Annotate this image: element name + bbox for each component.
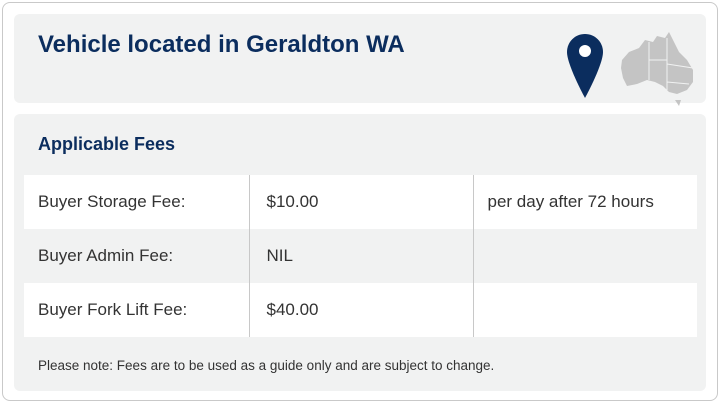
table-row: Buyer Fork Lift Fee: $40.00: [24, 283, 697, 337]
fee-label: Buyer Storage Fee:: [24, 175, 250, 229]
applicable-fees-card: Applicable Fees Buyer Storage Fee: $10.0…: [14, 114, 706, 391]
table-row: Buyer Admin Fee: NIL: [24, 229, 697, 283]
map-pin-icon: [567, 34, 603, 98]
disclaimer: Please note: Fees are to be used as a gu…: [38, 358, 495, 373]
fee-amount: NIL: [249, 229, 474, 283]
fees-heading: Applicable Fees: [38, 134, 176, 154]
fee-label: Buyer Fork Lift Fee:: [24, 283, 250, 337]
fee-note: [473, 229, 697, 283]
fee-amount: $40.00: [249, 283, 474, 337]
fee-amount: $10.00: [249, 175, 474, 229]
fee-note: per day after 72 hours: [473, 175, 697, 229]
fee-label: Buyer Admin Fee:: [24, 229, 250, 283]
table-row: Buyer Storage Fee: $10.00 per day after …: [24, 175, 697, 229]
australia-map-icon: [621, 32, 694, 106]
location-card: Vehicle located in Geraldton WA: [14, 14, 706, 106]
fee-note: [473, 283, 697, 337]
location-title: Vehicle located in Geraldton WA: [38, 31, 405, 58]
fees-table: Buyer Storage Fee: $10.00 per day after …: [24, 175, 697, 337]
